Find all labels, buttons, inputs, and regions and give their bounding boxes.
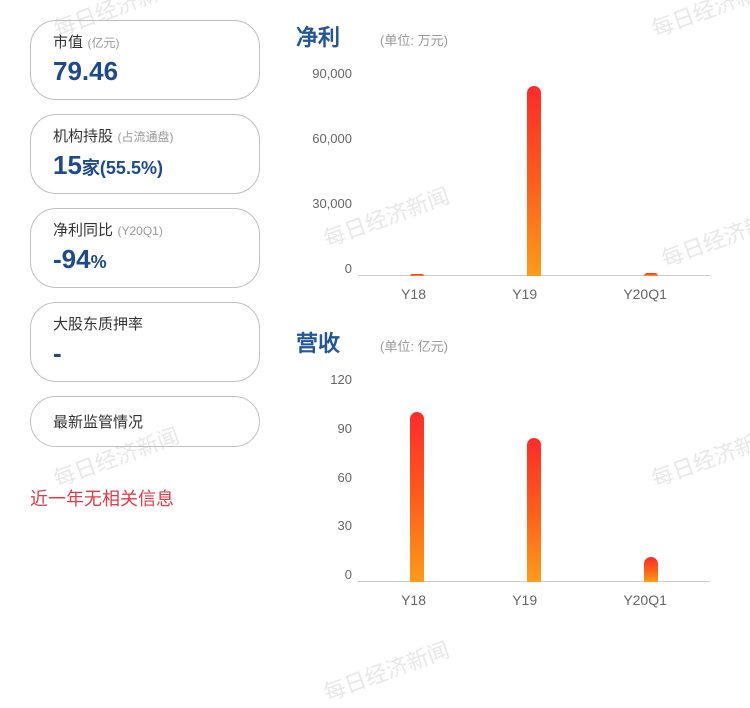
stat-value: 79.46 <box>53 56 237 87</box>
y-tick: 90 <box>296 421 352 436</box>
x-label: Y19 <box>512 592 537 612</box>
stat-value-sub: (55.5%) <box>100 158 163 178</box>
chart-unit: (单位: 亿元) <box>380 336 448 355</box>
y-axis: 120 90 60 30 0 <box>296 372 352 582</box>
y-axis: 90,000 60,000 30,000 0 <box>296 66 352 276</box>
footer-message: 近一年无相关信息 <box>30 485 260 511</box>
chart-bar <box>644 273 658 276</box>
y-tick: 90,000 <box>296 66 352 81</box>
stat-value-main: 79.46 <box>53 56 118 86</box>
net-profit-chart: 净利 (单位: 万元) 90,000 60,000 30,000 0 Y18 Y… <box>296 20 720 306</box>
stat-value-main: 15 <box>53 150 82 180</box>
x-label: Y18 <box>401 286 426 306</box>
stat-institutional-holding: 机构持股 (占流通盘) 15家(55.5%) <box>30 114 260 194</box>
chart-bar <box>410 412 424 582</box>
chart-title: 净利 <box>296 20 340 52</box>
y-tick: 60,000 <box>296 131 352 146</box>
chart-title: 营收 <box>296 326 340 358</box>
stat-value: -94% <box>53 244 237 275</box>
stat-sub: (Y20Q1) <box>117 224 162 238</box>
revenue-chart: 营收 (单位: 亿元) 120 90 60 30 0 Y18 Y19 Y20Q1 <box>296 326 720 612</box>
chart-bar <box>410 274 424 276</box>
stat-market-cap: 市值 (亿元) 79.46 <box>30 20 260 100</box>
stat-value: - <box>53 338 237 369</box>
stat-value-unit: % <box>91 252 107 272</box>
stat-label: 市值 <box>53 31 83 52</box>
chart-bar <box>644 557 658 583</box>
chart-bar <box>527 438 541 583</box>
stat-value: 15家(55.5%) <box>53 150 237 181</box>
y-tick: 60 <box>296 470 352 485</box>
chart-plot <box>358 378 710 582</box>
stat-regulatory: 最新监管情况 <box>30 396 260 447</box>
x-label: Y19 <box>512 286 537 306</box>
stat-label: 净利同比 <box>53 219 113 240</box>
stat-pledge-ratio: 大股东质押率 - <box>30 302 260 382</box>
charts-column: 净利 (单位: 万元) 90,000 60,000 30,000 0 Y18 Y… <box>260 20 720 656</box>
stat-net-profit-yoy: 净利同比 (Y20Q1) -94% <box>30 208 260 288</box>
stat-label: 最新监管情况 <box>53 411 143 432</box>
x-axis: Y18 Y19 Y20Q1 <box>358 286 710 306</box>
chart-plot <box>358 72 710 276</box>
x-axis: Y18 Y19 Y20Q1 <box>358 592 710 612</box>
x-label: Y18 <box>401 592 426 612</box>
stats-column: 市值 (亿元) 79.46 机构持股 (占流通盘) 15家(55.5%) 净利同… <box>30 20 260 656</box>
stat-sub: (亿元) <box>87 36 119 50</box>
stat-value-unit: 家 <box>82 158 100 178</box>
y-tick: 30,000 <box>296 196 352 211</box>
y-tick: 120 <box>296 372 352 387</box>
y-tick: 0 <box>296 261 352 276</box>
x-label: Y20Q1 <box>623 286 667 306</box>
chart-unit: (单位: 万元) <box>380 30 448 49</box>
stat-value-main: -94 <box>53 244 91 274</box>
y-tick: 30 <box>296 518 352 533</box>
y-tick: 0 <box>296 567 352 582</box>
stat-label: 机构持股 <box>53 125 113 146</box>
stat-label: 大股东质押率 <box>53 313 143 334</box>
chart-bar <box>527 86 541 276</box>
stat-value-main: - <box>53 338 62 368</box>
stat-sub: (占流通盘) <box>117 130 173 144</box>
x-label: Y20Q1 <box>623 592 667 612</box>
